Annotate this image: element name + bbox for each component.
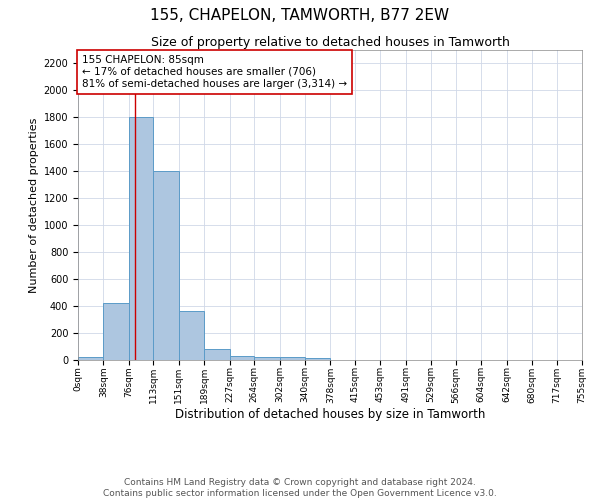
- Y-axis label: Number of detached properties: Number of detached properties: [29, 118, 40, 292]
- Title: Size of property relative to detached houses in Tamworth: Size of property relative to detached ho…: [151, 36, 509, 49]
- Bar: [254, 356, 280, 360]
- Text: 155 CHAPELON: 85sqm
← 17% of detached houses are smaller (706)
81% of semi-detac: 155 CHAPELON: 85sqm ← 17% of detached ho…: [82, 56, 347, 88]
- Text: 155, CHAPELON, TAMWORTH, B77 2EW: 155, CHAPELON, TAMWORTH, B77 2EW: [151, 8, 449, 22]
- Bar: [179, 312, 204, 360]
- X-axis label: Distribution of detached houses by size in Tamworth: Distribution of detached houses by size …: [175, 408, 485, 421]
- Bar: [305, 358, 331, 360]
- Bar: [78, 358, 103, 360]
- Text: Contains HM Land Registry data © Crown copyright and database right 2024.
Contai: Contains HM Land Registry data © Crown c…: [103, 478, 497, 498]
- Bar: [103, 304, 129, 360]
- Bar: [280, 358, 305, 360]
- Bar: [230, 356, 254, 360]
- Bar: [129, 118, 154, 360]
- Bar: [204, 349, 230, 360]
- Bar: [154, 172, 179, 360]
